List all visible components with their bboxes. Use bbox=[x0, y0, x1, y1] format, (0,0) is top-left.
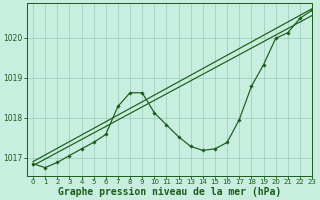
X-axis label: Graphe pression niveau de la mer (hPa): Graphe pression niveau de la mer (hPa) bbox=[58, 186, 281, 197]
